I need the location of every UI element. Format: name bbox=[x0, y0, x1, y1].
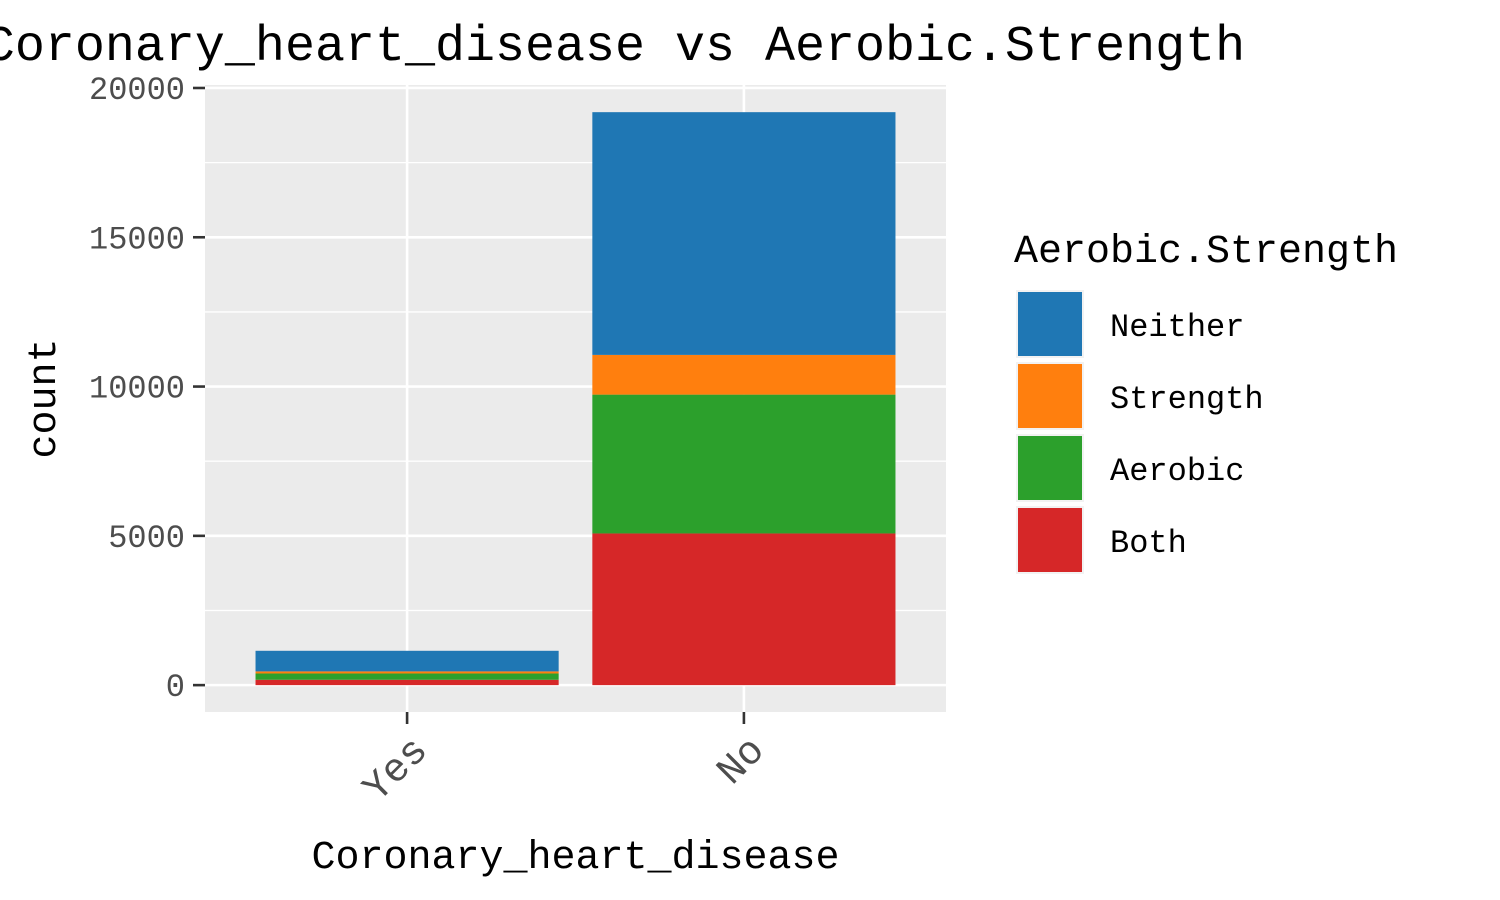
x-axis-title: Coronary_heart_disease bbox=[311, 836, 839, 881]
legend-label-aerobic: Aerobic bbox=[1110, 453, 1244, 490]
legend-swatch-neither bbox=[1018, 292, 1082, 356]
legend-swatch-both bbox=[1018, 508, 1082, 572]
x-tick-label: Yes bbox=[356, 729, 439, 812]
legend-swatch-aerobic bbox=[1018, 436, 1082, 500]
chart-title: Coronary_heart_disease vs Aerobic.Streng… bbox=[0, 19, 1245, 76]
bar-no-strength bbox=[592, 354, 896, 395]
x-tick-label: No bbox=[709, 729, 775, 795]
bar-yes-strength bbox=[255, 671, 559, 674]
bar-yes-neither bbox=[255, 650, 559, 672]
bar-no-neither bbox=[592, 112, 896, 355]
y-axis: 0 5000 10000 15000 20000 bbox=[89, 72, 205, 706]
y-tick-label: 5000 bbox=[108, 520, 185, 557]
y-tick-label: 10000 bbox=[89, 371, 185, 408]
y-axis-title: count bbox=[23, 338, 68, 458]
legend-swatch-strength bbox=[1018, 364, 1082, 428]
legend-title: Aerobic.Strength bbox=[1014, 230, 1398, 275]
bar-no-aerobic bbox=[592, 394, 896, 534]
legend: Aerobic.Strength Neither Strength Aerobic B… bbox=[1014, 230, 1398, 574]
bars bbox=[255, 112, 896, 686]
bar-yes-both bbox=[255, 679, 559, 686]
bar-no-both bbox=[592, 533, 896, 686]
legend-label-neither: Neither bbox=[1110, 309, 1244, 346]
y-tick-label: 15000 bbox=[89, 221, 185, 258]
y-tick-label: 20000 bbox=[89, 72, 185, 109]
x-axis: Yes No bbox=[356, 712, 775, 812]
y-tick-label: 0 bbox=[166, 669, 185, 706]
bar-yes-aerobic bbox=[255, 673, 559, 680]
legend-label-strength: Strength bbox=[1110, 381, 1264, 418]
legend-label-both: Both bbox=[1110, 525, 1187, 562]
